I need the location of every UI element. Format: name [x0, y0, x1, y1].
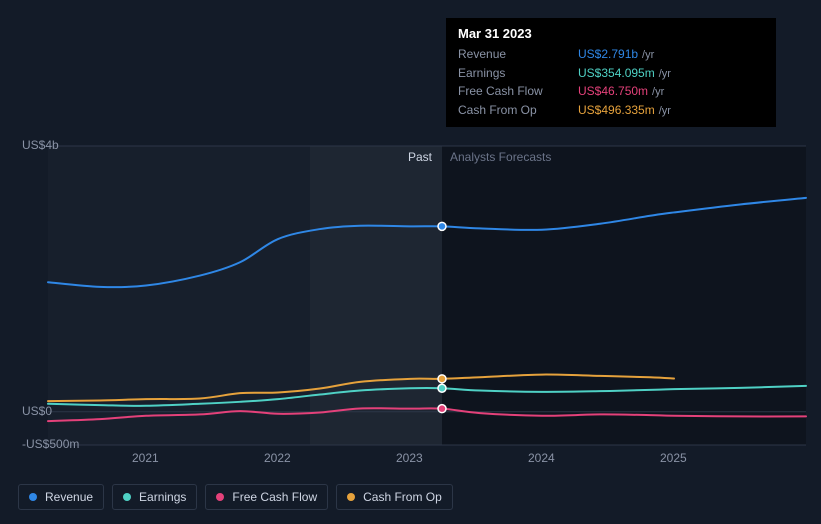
tooltip-row-fcf: Free Cash Flow US$46.750m /yr [458, 82, 764, 101]
tooltip-row-cfo: Cash From Op US$496.335m /yr [458, 101, 764, 120]
chart-legend: Revenue Earnings Free Cash Flow Cash Fro… [18, 484, 453, 510]
highlight-marker [438, 384, 446, 392]
x-axis-label: 2023 [396, 451, 423, 465]
tooltip-row-revenue: Revenue US$2.791b /yr [458, 45, 764, 64]
y-axis-label: US$0 [22, 404, 52, 418]
y-axis-label: US$4b [22, 138, 59, 152]
legend-swatch-icon [216, 493, 224, 501]
legend-item-revenue[interactable]: Revenue [18, 484, 104, 510]
past-region-label: Past [408, 150, 432, 164]
x-axis-label: 2025 [660, 451, 687, 465]
highlight-marker [438, 375, 446, 383]
legend-swatch-icon [123, 493, 131, 501]
x-axis-label: 2021 [132, 451, 159, 465]
chart-tooltip: Mar 31 2023 Revenue US$2.791b /yr Earnin… [446, 18, 776, 127]
legend-item-cfo[interactable]: Cash From Op [336, 484, 453, 510]
y-axis-label: -US$500m [22, 437, 79, 451]
highlight-marker [438, 405, 446, 413]
tooltip-title: Mar 31 2023 [458, 26, 764, 41]
tooltip-value: US$2.791b [578, 45, 638, 63]
legend-label: Revenue [45, 490, 93, 504]
x-axis-label: 2024 [528, 451, 555, 465]
legend-swatch-icon [29, 493, 37, 501]
tooltip-value: US$496.335m [578, 101, 655, 119]
legend-item-earnings[interactable]: Earnings [112, 484, 197, 510]
legend-label: Earnings [139, 490, 186, 504]
forecast-region-label: Analysts Forecasts [450, 150, 551, 164]
tooltip-suffix: /yr [659, 103, 671, 120]
financial-chart: US$4b US$0 -US$500m 2021 2022 2023 2024 … [0, 0, 821, 524]
x-axis-label: 2022 [264, 451, 291, 465]
tooltip-suffix: /yr [652, 84, 664, 101]
highlight-marker [438, 222, 446, 230]
tooltip-label: Cash From Op [458, 101, 578, 119]
tooltip-label: Earnings [458, 64, 578, 82]
tooltip-value: US$46.750m [578, 82, 648, 100]
legend-swatch-icon [347, 493, 355, 501]
tooltip-suffix: /yr [659, 66, 671, 83]
legend-item-fcf[interactable]: Free Cash Flow [205, 484, 328, 510]
tooltip-label: Revenue [458, 45, 578, 63]
tooltip-row-earnings: Earnings US$354.095m /yr [458, 64, 764, 83]
legend-label: Free Cash Flow [232, 490, 317, 504]
legend-label: Cash From Op [363, 490, 442, 504]
tooltip-value: US$354.095m [578, 64, 655, 82]
tooltip-suffix: /yr [642, 47, 654, 64]
tooltip-label: Free Cash Flow [458, 82, 578, 100]
